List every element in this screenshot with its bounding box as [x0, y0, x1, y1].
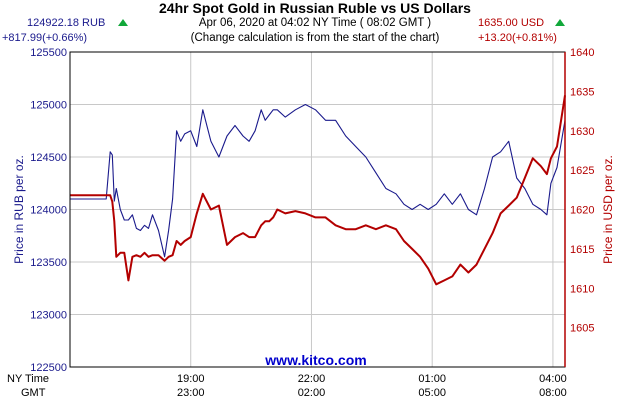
- rub-change: +817.99(+0.66%): [2, 32, 88, 44]
- x-axis-row-label-gmt: GMT: [21, 387, 46, 399]
- usd-change: +13.20(+0.81%): [478, 32, 557, 44]
- x-tick-label-gmt: 02:00: [298, 387, 326, 399]
- right-tick-label: 1620: [570, 205, 594, 217]
- left-tick-label: 122500: [30, 362, 67, 374]
- watermark-text: www.kitco.com: [264, 352, 366, 368]
- left-tick-label: 124000: [30, 205, 67, 217]
- left-tick-label: 125500: [30, 47, 67, 59]
- chart-title: 24hr Spot Gold in Russian Ruble vs US Do…: [159, 0, 471, 16]
- right-tick-label: 1615: [570, 244, 594, 256]
- right-tick-label: 1610: [570, 283, 594, 295]
- chart-note-subtitle: (Change calculation is from the start of…: [190, 32, 440, 44]
- right-tick-label: 1630: [570, 126, 594, 138]
- left-tick-label: 125000: [30, 100, 67, 112]
- right-tick-label: 1640: [570, 47, 594, 59]
- x-tick-label-ny: 04:00: [539, 373, 567, 385]
- left-tick-label: 123000: [30, 310, 67, 322]
- usd-price: 1635.00 USD: [478, 17, 545, 29]
- right-axis-title: Price in USD per oz.: [601, 155, 615, 264]
- chart-date-subtitle: Apr 06, 2020 at 04:02 NY Time ( 08:02 GM…: [198, 17, 432, 29]
- x-tick-label-gmt: 08:00: [539, 387, 567, 399]
- x-tick-label-ny: 19:00: [177, 373, 205, 385]
- left-axis-title: Price in RUB per oz.: [12, 155, 26, 264]
- right-tick-label: 1625: [570, 165, 594, 177]
- rub-up-icon: [118, 19, 128, 26]
- right-tick-label: 1635: [570, 86, 594, 98]
- x-tick-label-ny: 01:00: [418, 373, 446, 385]
- left-tick-label: 123500: [30, 257, 67, 269]
- x-tick-label-ny: 22:00: [298, 373, 326, 385]
- right-tick-label: 1605: [570, 323, 594, 335]
- x-axis-row-label-ny: NY Time: [7, 373, 49, 385]
- usd-up-icon: [555, 19, 565, 26]
- x-tick-label-gmt: 23:00: [177, 387, 205, 399]
- x-tick-label-gmt: 05:00: [418, 387, 446, 399]
- usd-series-line: [70, 95, 566, 286]
- rub-price: 124922.18 RUB: [27, 17, 106, 29]
- rub-series-line: [70, 103, 566, 258]
- left-tick-label: 124500: [30, 152, 67, 164]
